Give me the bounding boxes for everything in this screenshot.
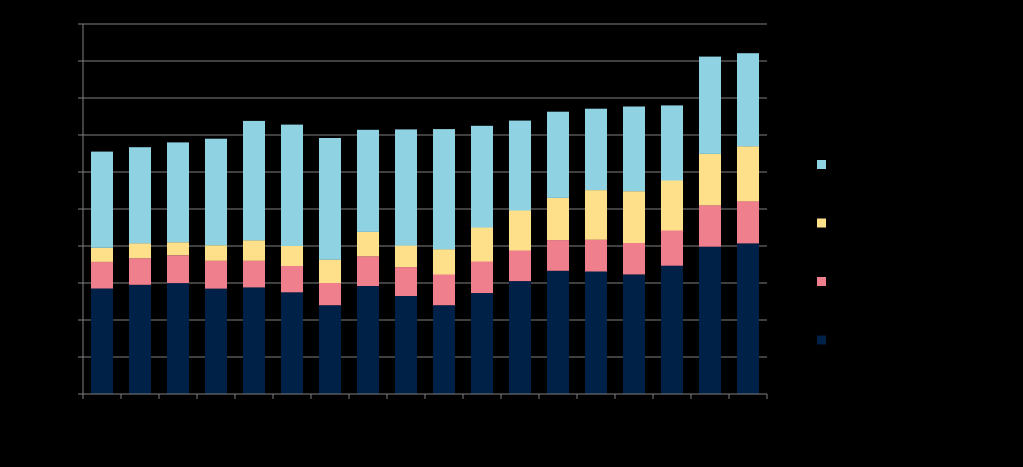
bar-segment-3-9 bbox=[395, 245, 417, 268]
bar-segment-4-2 bbox=[129, 147, 151, 244]
bar-segment-2-14 bbox=[585, 239, 607, 272]
bar-segment-3-17 bbox=[699, 153, 721, 206]
bar-segment-2-11 bbox=[471, 261, 493, 293]
bar-segment-2-7 bbox=[319, 283, 341, 306]
bar-segment-2-18 bbox=[737, 201, 759, 244]
bar-segment-3-10 bbox=[433, 249, 455, 275]
bar-segment-4-18 bbox=[737, 53, 759, 147]
bar-segment-4-12 bbox=[509, 120, 531, 211]
bar-segment-4-5 bbox=[243, 120, 265, 241]
bar-segment-2-10 bbox=[433, 274, 455, 306]
bar-segment-4-13 bbox=[547, 111, 569, 198]
bar-segment-3-16 bbox=[661, 180, 683, 231]
bar-segment-1-2 bbox=[129, 284, 151, 394]
bar-segment-3-3 bbox=[167, 242, 189, 256]
bar-segment-1-15 bbox=[623, 274, 645, 394]
bar-segment-1-13 bbox=[547, 270, 569, 394]
bar-segment-1-4 bbox=[205, 288, 227, 394]
bar-segment-1-6 bbox=[281, 292, 303, 395]
bar-segment-4-7 bbox=[319, 138, 341, 260]
bar-segment-4-11 bbox=[471, 125, 493, 228]
bar-segment-2-1 bbox=[91, 261, 113, 289]
legend-swatch-1 bbox=[817, 160, 826, 169]
legend bbox=[817, 160, 826, 345]
bar-segment-2-15 bbox=[623, 243, 645, 275]
bar-segment-4-6 bbox=[281, 124, 303, 246]
bar-segment-3-2 bbox=[129, 243, 151, 259]
bar-segment-4-9 bbox=[395, 129, 417, 246]
bar-segment-4-3 bbox=[167, 142, 189, 243]
bar-segment-3-11 bbox=[471, 227, 493, 262]
bar-segment-1-7 bbox=[319, 305, 341, 394]
legend-swatch-3 bbox=[817, 277, 826, 286]
bar-segment-1-18 bbox=[737, 243, 759, 394]
bar-segment-2-9 bbox=[395, 267, 417, 296]
bar-segment-3-13 bbox=[547, 197, 569, 241]
bar-segment-1-10 bbox=[433, 305, 455, 394]
bar-segment-1-8 bbox=[357, 286, 379, 394]
bar-segment-1-17 bbox=[699, 246, 721, 394]
bar-segment-1-5 bbox=[243, 287, 265, 394]
bar-segment-3-5 bbox=[243, 240, 265, 261]
bar-segment-1-1 bbox=[91, 288, 113, 394]
bar-segment-1-11 bbox=[471, 293, 493, 394]
bar-segment-2-13 bbox=[547, 240, 569, 271]
bar-segment-4-8 bbox=[357, 129, 379, 232]
bar-segment-4-16 bbox=[661, 105, 683, 181]
bar-segment-2-16 bbox=[661, 230, 683, 266]
bar-segment-4-10 bbox=[433, 129, 455, 250]
bar-segment-4-1 bbox=[91, 151, 113, 248]
bar-segment-4-17 bbox=[699, 56, 721, 154]
legend-swatch-4 bbox=[817, 335, 826, 345]
bar-segment-3-15 bbox=[623, 191, 645, 243]
bar-segment-3-1 bbox=[91, 247, 113, 262]
bar-segment-1-9 bbox=[395, 295, 417, 394]
bar-segment-4-4 bbox=[205, 138, 227, 246]
bar-segment-4-15 bbox=[623, 106, 645, 192]
bar-segment-1-14 bbox=[585, 271, 607, 394]
axes bbox=[78, 23, 768, 399]
bar-segment-3-18 bbox=[737, 146, 759, 202]
bar-segment-2-4 bbox=[205, 260, 227, 289]
bar-segment-2-3 bbox=[167, 255, 189, 284]
bar-segment-3-4 bbox=[205, 245, 227, 261]
bars bbox=[91, 53, 759, 395]
gridlines bbox=[83, 23, 767, 358]
bar-segment-1-16 bbox=[661, 265, 683, 394]
legend-swatch-2 bbox=[817, 218, 826, 228]
bar-segment-2-12 bbox=[509, 250, 531, 282]
bar-segment-2-6 bbox=[281, 266, 303, 293]
bar-segment-1-12 bbox=[509, 281, 531, 394]
bar-segment-3-6 bbox=[281, 246, 303, 266]
bar-segment-2-8 bbox=[357, 256, 379, 286]
bar-segment-3-14 bbox=[585, 190, 607, 240]
bar-segment-3-8 bbox=[357, 231, 379, 257]
bar-segment-4-14 bbox=[585, 108, 607, 191]
bar-segment-3-7 bbox=[319, 259, 341, 283]
bar-segment-2-17 bbox=[699, 205, 721, 247]
bar-segment-2-2 bbox=[129, 258, 151, 285]
bar-segment-2-5 bbox=[243, 260, 265, 288]
bar-segment-1-3 bbox=[167, 283, 189, 394]
bar-segment-3-12 bbox=[509, 210, 531, 251]
